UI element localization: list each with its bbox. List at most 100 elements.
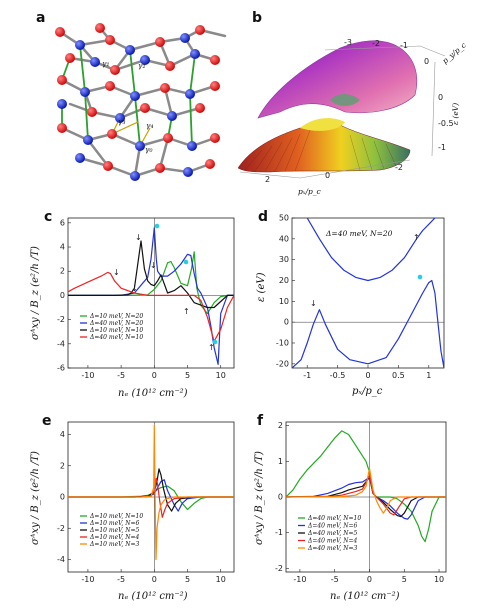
plot-d-frame: [291, 217, 445, 369]
panel-d: d -1 -0.5 0 0.5 1 -20 -10 0 10 20 30 40 50 Δ=40 meV,…: [256, 209, 445, 397]
legend-entry: Δ=40 meV, N=3: [307, 545, 358, 552]
x-tick-label: -1: [303, 371, 311, 380]
y-tick-label: 30: [279, 255, 289, 264]
gamma-1-label: γ₁: [102, 59, 110, 68]
z-tick: 0: [438, 93, 443, 102]
extremum-arrow: ↑: [413, 233, 420, 242]
legend-entry: Δ=10 meV, N=3: [89, 541, 140, 548]
x-tick-label: 0: [152, 575, 157, 584]
y-tick-label: 0: [284, 318, 289, 327]
y-tick-label: -2: [57, 315, 65, 324]
px-tick: -2: [395, 163, 403, 172]
z-tick: -0.5: [438, 119, 454, 128]
px-tick: 0: [325, 171, 330, 180]
extremum-arrow: ↓: [113, 268, 120, 277]
y-tick-label: 0: [60, 291, 65, 300]
y-tick-label: -4: [57, 555, 65, 564]
y-tick-label: -10: [276, 339, 289, 348]
x-tick-label: -5: [117, 371, 125, 380]
series-line-1: [68, 485, 234, 511]
series-line-1: [68, 251, 234, 315]
y-tick-label: -6: [57, 364, 65, 373]
plot-d: -1 -0.5 0 0.5 1 -20 -10 0 10 20 30 40 50: [276, 214, 444, 380]
y-tick-label: 4: [60, 430, 65, 439]
x-tick-label: 5: [402, 575, 407, 584]
extremum-arrow: ↓: [310, 299, 317, 308]
y-tick-label: 2: [60, 267, 65, 276]
legend-entry: Δ=40 meV, N=10: [307, 515, 361, 522]
x-tick-label: 1: [426, 371, 431, 380]
legend-entry: Δ=10 meV, N=20: [89, 313, 143, 320]
y-tick-label: -2: [275, 564, 283, 573]
legend-entry: Δ=40 meV, N=20: [89, 320, 143, 327]
plot-d-annotation: Δ=40 meV, N=20: [325, 229, 393, 238]
y-tick-label: 40: [279, 234, 289, 243]
x-tick-label: 5: [185, 575, 190, 584]
x-tick-label: 5: [185, 371, 190, 380]
gamma-3-label: γ₃: [118, 117, 126, 126]
y-tick-label: 0: [278, 493, 283, 502]
series-line-3: [68, 240, 234, 309]
plot-d-ylabel: ε (eV): [256, 272, 267, 302]
y-tick-label: 2: [278, 421, 283, 430]
x-tick-label: -0.5: [330, 371, 346, 380]
x-tick-label: 0: [152, 371, 157, 380]
plot-c-xlabel: nₑ (10¹² cm⁻²): [118, 388, 188, 399]
plot-e-xlabel: nₑ (10¹² cm⁻²): [118, 591, 188, 602]
plot-d-markers: ↑ ↓: [310, 233, 423, 308]
legend-entry: Δ=40 meV, N=5: [307, 530, 358, 537]
py-tick: -3: [344, 38, 352, 47]
series-line-4: [68, 477, 234, 518]
legend-entry: Δ=40 meV, N=6: [307, 523, 358, 530]
py-axis-label: p_y/p_c: [441, 40, 469, 65]
gamma-4-label: γ₄: [146, 121, 154, 130]
series-line-3: [68, 468, 234, 512]
legend-entry: Δ=10 meV, N=10: [89, 513, 143, 520]
py-tick: -2: [372, 39, 380, 48]
panel-b: b p_y/p_c -3 -2 -1 0 ε (eV) 0 -0.5 -: [237, 10, 469, 196]
legend-entry: Δ=40 meV, N=10: [89, 334, 143, 341]
x-tick-label: 0: [367, 575, 372, 584]
extremum-arrow: ↓: [135, 233, 142, 242]
plot-c-markers: ↓ ↓ ↓ ↓ ↑ ↑: [113, 223, 218, 352]
panel-d-label: d: [258, 209, 268, 225]
series-line-4: [68, 271, 234, 342]
y-tick-label: -1: [275, 528, 283, 537]
hopping-labels: γ₁ γ₂ γ₃ γ₄ γ₀: [102, 59, 154, 154]
plot-c-frame: [67, 217, 235, 369]
y-tick-label: 2: [60, 461, 65, 470]
py-tick: 0: [424, 57, 429, 66]
x-tick-label: 10: [216, 575, 226, 584]
legend-entry: Δ=10 meV, N=10: [89, 327, 143, 334]
panel-f-label: f: [257, 413, 264, 429]
x-tick-label: 0.5: [392, 371, 405, 380]
series-line-1: [306, 218, 436, 282]
z-tick: -1: [438, 143, 446, 152]
y-tick-label: -20: [276, 359, 289, 368]
band-axes: [239, 45, 446, 179]
px-tick: 2: [265, 175, 270, 184]
plot-f-ylabel: σᴬxy / B_z (e²/h /T): [254, 451, 265, 545]
plot-c-ylabel: σᴬxy / B_z (e²/h /T): [30, 246, 41, 340]
legend-entry: Δ=40 meV, N=4: [307, 538, 358, 545]
x-tick-label: -5: [117, 575, 125, 584]
y-tick-label: 4: [60, 243, 65, 252]
band-surface-3d: [237, 40, 418, 173]
x-tick-label: 10: [434, 575, 444, 584]
series-line-4: [286, 475, 446, 516]
legend-entry: Δ=10 meV, N=5: [89, 527, 140, 534]
gamma-2-label: γ₂: [138, 61, 146, 70]
series-line-2: [292, 279, 444, 368]
extremum-arrow: ↓: [131, 284, 138, 293]
y-tick-label: 0: [60, 493, 65, 502]
panel-b-label: b: [252, 10, 262, 26]
legend-entry: Δ=10 meV, N=6: [89, 520, 140, 527]
x-tick-label: 0: [365, 371, 370, 380]
plot-d-xlabel: pₓ/p_c: [352, 386, 383, 397]
